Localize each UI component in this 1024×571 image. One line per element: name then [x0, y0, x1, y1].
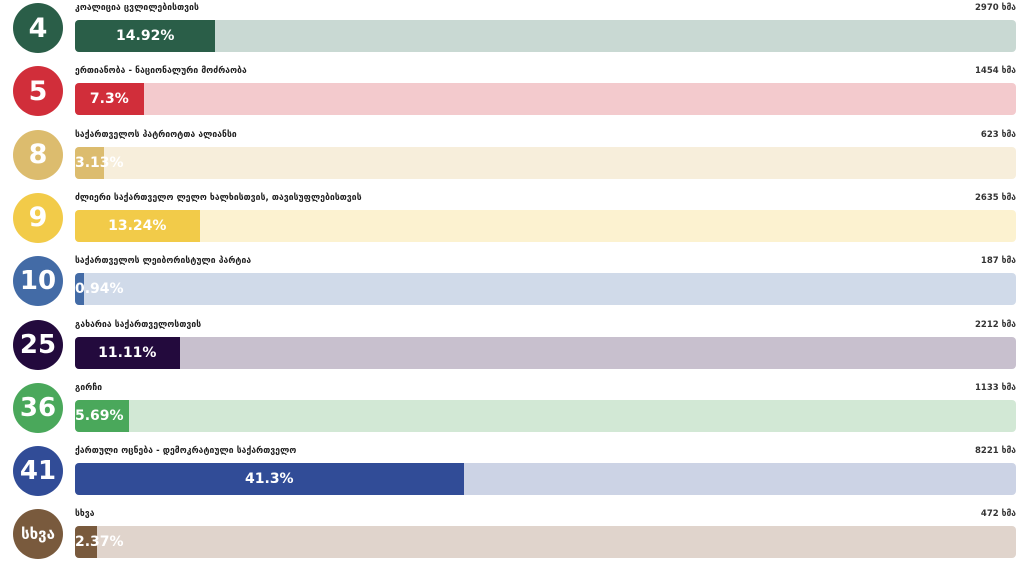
bar-track: 0.94% [75, 273, 1016, 306]
vote-count-label: 1133 ხმა [975, 382, 1016, 393]
percent-label: 41.3% [245, 471, 294, 488]
bar-fill [75, 399, 129, 432]
bar-fill [75, 20, 216, 52]
party-number-badge: 9 [13, 192, 63, 243]
bar-track: 11.11% [75, 336, 1016, 369]
party-number-badge: 41 [13, 446, 63, 497]
bar-fill [75, 83, 144, 116]
bar-track: 14.92% [75, 20, 1016, 52]
result-row: 36 გირჩი 1133 ხმა 5.69% [0, 382, 1024, 445]
percent-label: 3.13% [75, 154, 124, 171]
percent-label: 0.94% [75, 281, 124, 298]
party-name-label: სხვა [75, 509, 95, 520]
percent-label: 2.37% [75, 534, 124, 551]
vote-count-label: 623 ხმა [980, 129, 1016, 140]
result-row: 8 საქართველოს პატრიოტთა ალიანსი 623 ხმა 3.1… [0, 129, 1024, 192]
party-number-badge: 4 [13, 3, 63, 53]
bar-fill [75, 209, 200, 242]
vote-count-label: 2970 ხმა [975, 3, 1016, 13]
result-row: 10 საქართველოს ლეიბორისტული პარტია 187 ხმა… [0, 255, 1024, 318]
bar-track: 2.37% [75, 526, 1016, 559]
result-row: 25 გახარია საქართველოსთვის 2212 ხმა 11.11% [0, 319, 1024, 382]
vote-count-label: 8221 ხმა [975, 446, 1016, 457]
bar-track: 5.69% [75, 399, 1016, 432]
party-name-label: საქართველოს ლეიბორისტული პარტია [75, 256, 252, 267]
party-name-label: გახარია საქართველოსთვის [75, 319, 202, 330]
party-number-badge: 25 [13, 319, 63, 370]
bar-fill [75, 336, 180, 369]
bar-fill [75, 463, 464, 496]
vote-count-label: 2212 ხმა [975, 319, 1016, 330]
bar-fill [75, 273, 84, 306]
result-row: 9 ძლიერი საქართველო ლელო ხალხისთვის, თავი… [0, 192, 1024, 255]
percent-label: 5.69% [75, 407, 124, 424]
party-name-label: ძლიერი საქართველო ლელო ხალხისთვის, თავის… [75, 192, 362, 203]
percent-label: 14.92% [116, 28, 175, 44]
party-number-badge: 36 [13, 382, 63, 433]
party-name-label: ერთიანობა - ნაციონალური მოძრაობა [75, 66, 247, 77]
vote-count-label: 472 ხმა [980, 509, 1016, 520]
percent-label: 7.3% [89, 91, 129, 108]
party-name-label: ქართული ოცნება - დემოკრატიული საქართველო [75, 446, 297, 457]
bar-track: 7.3% [75, 83, 1016, 116]
bar-track: 13.24% [75, 209, 1016, 242]
party-number-badge: 8 [13, 129, 63, 180]
bar-track: 41.3% [75, 463, 1016, 496]
vote-count-label: 1454 ხმა [975, 66, 1016, 77]
result-row: სხვა სხვა 472 ხმა 2.37% [0, 508, 1024, 571]
party-number-badge: 10 [13, 256, 63, 307]
result-row: 4 კოალიცია ცვლილებისთვის 2970 ხმა 14.92% [0, 2, 1024, 65]
result-row: 5 ერთიანობა - ნაციონალური მოძრაობა 1454 ხმ… [0, 65, 1024, 128]
results-chart: 4 კოალიცია ცვლილებისთვის 2970 ხმა 14.92% 5 ერ… [0, 2, 1024, 560]
party-name-label: კოალიცია ცვლილებისთვის [75, 3, 199, 13]
vote-count-label: 2635 ხმა [975, 192, 1016, 203]
bar-fill [75, 146, 105, 179]
party-number-badge: სხვა [13, 509, 63, 560]
party-name-label: საქართველოს პატრიოტთა ალიანსი [75, 129, 237, 140]
percent-label: 11.11% [98, 344, 157, 361]
party-name-label: გირჩი [75, 382, 103, 393]
percent-label: 13.24% [108, 217, 167, 234]
bar-track: 3.13% [75, 146, 1016, 179]
vote-count-label: 187 ხმა [980, 256, 1016, 267]
party-number-badge: 5 [13, 66, 63, 117]
result-row: 41 ქართული ოცნება - დემოკრატიული საქართვე… [0, 445, 1024, 508]
